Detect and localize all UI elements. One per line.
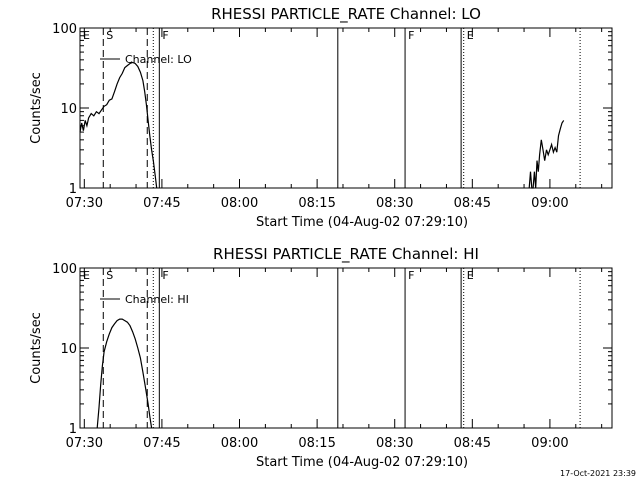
y-tick-label: 100 bbox=[52, 22, 77, 37]
x-tick-label: 08:30 bbox=[376, 436, 413, 451]
x-tick-label: 09:00 bbox=[531, 436, 568, 451]
annotation-label: F bbox=[408, 269, 414, 282]
y-tick-label: 1 bbox=[69, 422, 77, 437]
chart-title: RHESSI PARTICLE_RATE Channel: LO bbox=[211, 5, 481, 24]
annotation-label: S bbox=[106, 269, 113, 282]
annotation-label: F bbox=[162, 269, 168, 282]
x-tick-label: 08:00 bbox=[221, 196, 258, 211]
series-line bbox=[528, 120, 565, 189]
x-axis-label: Start Time (04-Aug-02 07:29:10) bbox=[256, 215, 468, 230]
x-tick-label: 07:30 bbox=[66, 436, 103, 451]
chart-panel-2: RHESSI PARTICLE_RATE Channel: HI Start Ti… bbox=[29, 245, 613, 470]
x-tick-label: 08:45 bbox=[454, 196, 491, 211]
annotation-label: E bbox=[83, 29, 90, 42]
annotation-label: E bbox=[467, 269, 474, 282]
x-tick-label: 08:30 bbox=[376, 196, 413, 211]
legend-label: Channel: LO bbox=[125, 53, 192, 66]
x-tick-label: 09:00 bbox=[531, 196, 568, 211]
annotation-label: E bbox=[83, 269, 90, 282]
y-axis-label: Counts/sec bbox=[29, 312, 44, 384]
y-axis-label: Counts/sec bbox=[29, 72, 44, 144]
y-tick-label: 1 bbox=[69, 182, 77, 197]
chart-panel-1: RHESSI PARTICLE_RATE Channel: LO Start Ti… bbox=[29, 5, 613, 230]
y-tick-label: 100 bbox=[52, 262, 77, 277]
y-tick-label: 10 bbox=[60, 102, 77, 117]
x-tick-label: 08:00 bbox=[221, 436, 258, 451]
annotation-label: F bbox=[408, 29, 414, 42]
annotation-label: E bbox=[467, 29, 474, 42]
x-axis-label: Start Time (04-Aug-02 07:29:10) bbox=[256, 455, 468, 470]
chart-panels: RHESSI PARTICLE_RATE Channel: LO Start Ti… bbox=[29, 5, 613, 470]
footer-timestamp: 17-Oct-2021 23:39 bbox=[560, 469, 636, 478]
x-tick-label: 07:45 bbox=[143, 436, 180, 451]
annotation-label: S bbox=[106, 29, 113, 42]
x-tick-label: 08:15 bbox=[298, 436, 335, 451]
legend-label: Channel: HI bbox=[125, 293, 189, 306]
annotation-label: F bbox=[162, 29, 168, 42]
chart-title: RHESSI PARTICLE_RATE Channel: HI bbox=[213, 245, 479, 264]
series-line bbox=[96, 318, 153, 429]
x-tick-label: 07:30 bbox=[66, 196, 103, 211]
series-line bbox=[79, 61, 158, 189]
y-tick-label: 10 bbox=[60, 342, 77, 357]
x-tick-label: 07:45 bbox=[143, 196, 180, 211]
x-tick-label: 08:45 bbox=[454, 436, 491, 451]
x-tick-label: 08:15 bbox=[298, 196, 335, 211]
